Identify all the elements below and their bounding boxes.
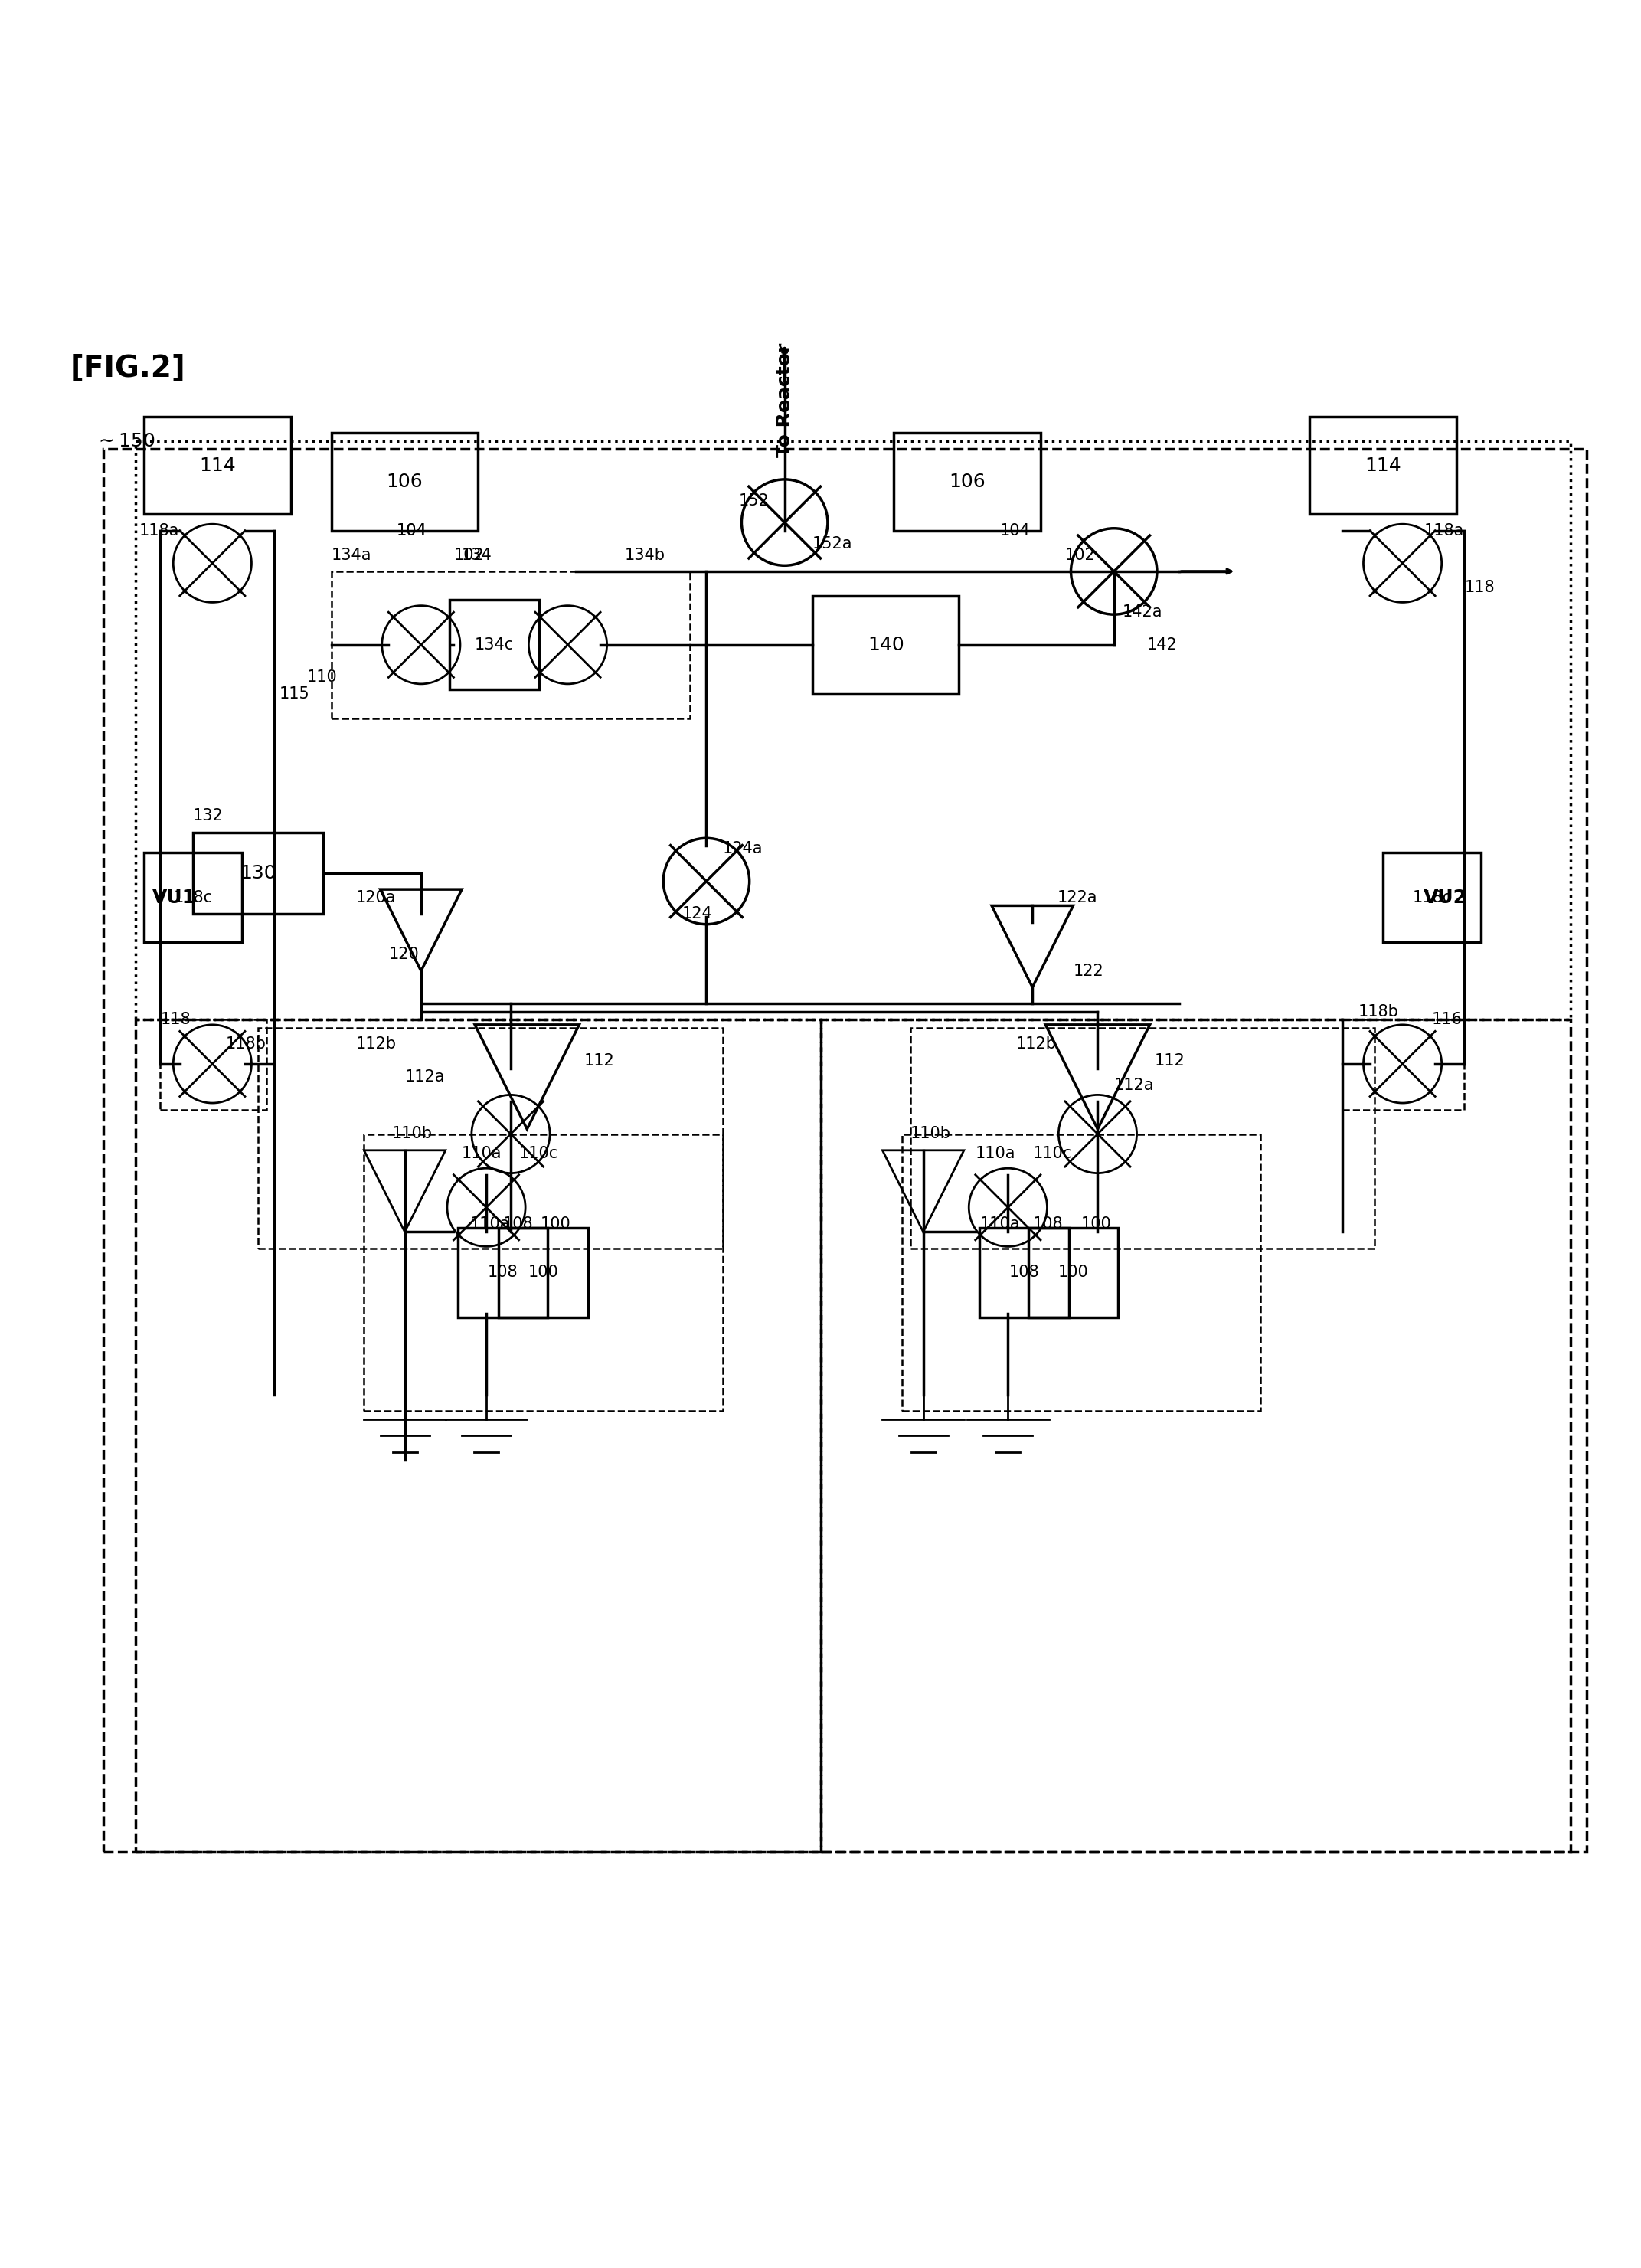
Bar (1383, 853, 1480, 943)
Text: 112: 112 (1155, 1052, 1185, 1068)
Text: 110a: 110a (975, 1145, 1016, 1161)
Text: 122a: 122a (1057, 889, 1098, 905)
Text: 134: 134 (461, 547, 492, 562)
Text: 116: 116 (1433, 1012, 1462, 1027)
Text: 122: 122 (1073, 964, 1104, 978)
Bar (331, 572, 691, 719)
Text: 112a: 112a (405, 1068, 445, 1084)
Text: 118b: 118b (1359, 1005, 1400, 1018)
Text: 118c: 118c (1413, 889, 1451, 905)
Text: 110a: 110a (980, 1216, 1021, 1232)
Text: 112b: 112b (356, 1036, 397, 1052)
Text: 134a: 134a (331, 547, 371, 562)
Text: 108: 108 (1009, 1266, 1039, 1279)
Text: To Reactor: To Reactor (776, 342, 794, 458)
Bar (1310, 417, 1456, 515)
Text: 140: 140 (868, 635, 904, 653)
Text: 124: 124 (683, 907, 712, 921)
Text: 110c: 110c (519, 1145, 558, 1161)
Text: 132: 132 (192, 807, 223, 823)
Bar (136, 1021, 820, 1851)
Bar (1342, 1021, 1464, 1109)
Bar (1029, 1227, 1118, 1318)
Bar (364, 1134, 722, 1411)
Text: 108: 108 (487, 1266, 519, 1279)
Text: 142a: 142a (1122, 606, 1162, 619)
Bar (450, 601, 540, 689)
Text: VU1: VU1 (153, 889, 195, 907)
Text: 110b: 110b (911, 1127, 950, 1141)
Text: 118b: 118b (225, 1036, 266, 1052)
Bar (980, 1227, 1070, 1318)
Text: 118c: 118c (174, 889, 212, 905)
Text: 118: 118 (161, 1012, 190, 1027)
Text: 120: 120 (389, 948, 418, 962)
Text: 120a: 120a (356, 889, 395, 905)
Text: 112b: 112b (1016, 1036, 1057, 1052)
Text: 106: 106 (387, 472, 423, 490)
Text: 130: 130 (240, 864, 276, 882)
Text: 134c: 134c (474, 637, 514, 653)
Text: 110c: 110c (1032, 1145, 1072, 1161)
Bar (144, 417, 290, 515)
Text: 102: 102 (453, 547, 484, 562)
Text: 152a: 152a (812, 535, 853, 551)
Text: 100: 100 (540, 1216, 571, 1232)
Bar (192, 832, 323, 914)
Text: 118a: 118a (1424, 524, 1464, 538)
Bar (458, 1227, 548, 1318)
Text: 134b: 134b (625, 547, 666, 562)
Text: 106: 106 (948, 472, 986, 490)
Text: $\sim$150: $\sim$150 (95, 431, 156, 449)
Text: 100: 100 (1081, 1216, 1113, 1232)
Text: VU2: VU2 (1424, 889, 1467, 907)
Bar (903, 1134, 1260, 1411)
Text: 100: 100 (1058, 1266, 1088, 1279)
Text: 104: 104 (397, 524, 427, 538)
Text: 112: 112 (584, 1052, 614, 1068)
Text: 124a: 124a (722, 841, 763, 857)
Text: [FIG.2]: [FIG.2] (71, 354, 185, 381)
Text: 118: 118 (1464, 581, 1495, 594)
Text: 104: 104 (999, 524, 1031, 538)
Text: 152: 152 (738, 494, 770, 508)
Bar (161, 1021, 266, 1109)
Bar (499, 1227, 587, 1318)
Bar (258, 1027, 722, 1247)
Text: 108: 108 (1032, 1216, 1063, 1232)
Bar (144, 853, 241, 943)
Bar (911, 1027, 1375, 1247)
Text: 110a: 110a (461, 1145, 502, 1161)
Bar (812, 596, 958, 694)
Text: 102: 102 (1065, 547, 1096, 562)
Bar (331, 433, 478, 531)
Text: 115: 115 (279, 685, 310, 701)
Text: 114: 114 (1365, 456, 1401, 474)
Text: 114: 114 (199, 456, 236, 474)
Text: 142: 142 (1147, 637, 1177, 653)
Text: 108: 108 (502, 1216, 533, 1232)
Text: 104: 104 (397, 524, 427, 538)
Text: 112a: 112a (1114, 1077, 1154, 1093)
Text: 110a: 110a (469, 1216, 510, 1232)
Text: 110: 110 (307, 669, 338, 685)
Bar (820, 1021, 1570, 1851)
Bar (136, 440, 1570, 1021)
Bar (894, 433, 1040, 531)
Text: 100: 100 (528, 1266, 558, 1279)
Text: 110b: 110b (392, 1127, 432, 1141)
Bar (103, 449, 1587, 1851)
Text: 118a: 118a (139, 524, 179, 538)
